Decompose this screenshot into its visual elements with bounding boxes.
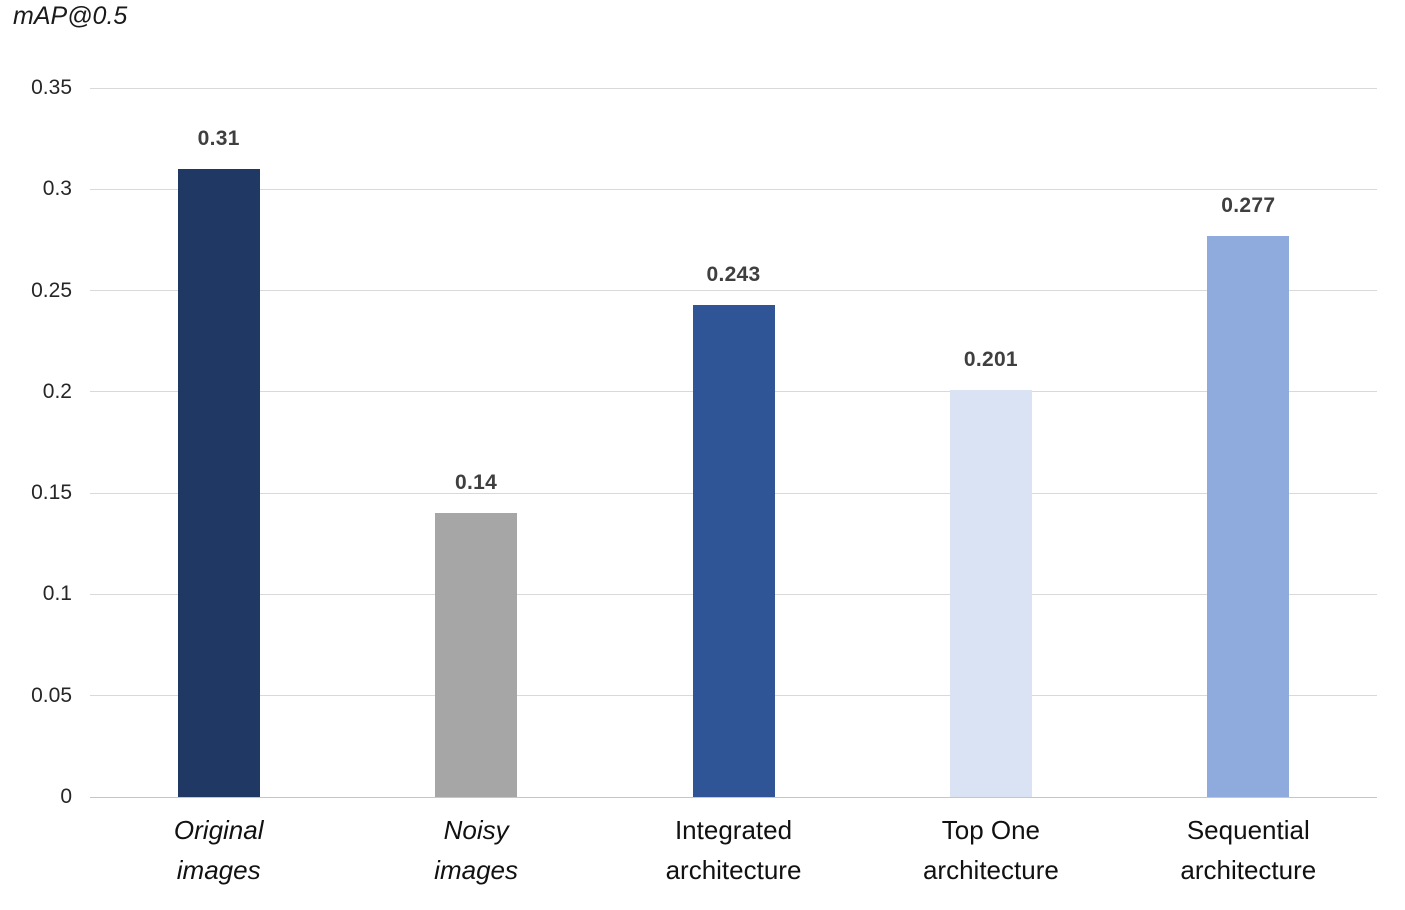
bar-2 — [692, 304, 775, 797]
y-tick-label: 0.2 — [42, 379, 72, 403]
gridline — [90, 87, 1377, 89]
bars-container: 0.31 0.14 0.243 0.201 0.277 — [90, 88, 1377, 797]
y-tick-label: 0.35 — [31, 76, 72, 99]
y-tick-label: 0.25 — [31, 278, 72, 302]
gridline — [90, 290, 1377, 292]
x-category-label: Top One architecture — [922, 815, 1059, 886]
y-tick-label: 0.3 — [42, 177, 72, 201]
x-axis-line — [90, 796, 1377, 798]
bar-1 — [435, 513, 518, 797]
bar-0 — [177, 169, 260, 797]
x-axis-category-labels: Original images Noisy images Integrated ar… — [90, 810, 1377, 910]
x-category-label: Original images — [173, 815, 264, 886]
bar-value-label: 0.243 — [706, 262, 761, 286]
bar-value-label: 0.201 — [963, 347, 1018, 371]
y-tick-label: 0.05 — [31, 683, 72, 707]
bar-value-label: 0.14 — [455, 471, 498, 495]
x-category-label: Noisy images — [434, 815, 518, 886]
bar-4 — [1207, 235, 1290, 797]
plot-area: 0.31 0.14 0.243 0.201 0.277 — [90, 87, 1377, 798]
y-tick-label: 0.1 — [42, 582, 72, 606]
chart-title: mAP@0.5 — [13, 2, 128, 30]
gridline — [90, 188, 1377, 190]
x-category-label: Integrated architecture — [665, 815, 802, 886]
bar-3 — [949, 389, 1032, 797]
y-axis-tick-labels: 0 0.05 0.1 0.15 0.2 0.25 0.3 0.35 — [0, 76, 80, 808]
y-tick-label: 0.15 — [31, 481, 72, 505]
bar-value-label: 0.31 — [197, 127, 240, 151]
bar-value-label: 0.277 — [1221, 193, 1276, 217]
x-category-label: Sequential architecture — [1180, 815, 1317, 886]
y-tick-label: 0 — [60, 785, 72, 808]
